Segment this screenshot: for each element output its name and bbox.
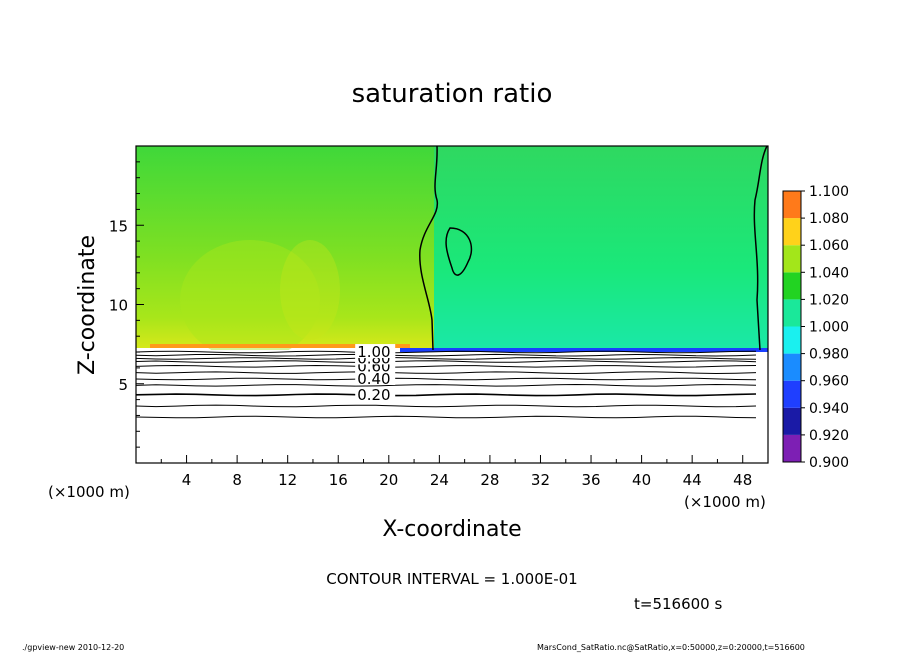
- colorbar-label: 1.040: [809, 265, 849, 281]
- colorbar-label: 1.080: [809, 211, 849, 227]
- contour-line: [135, 404, 757, 408]
- contour-line: [135, 415, 757, 419]
- x-unit-label-right: (×1000 m): [684, 493, 766, 511]
- colorbar-swatch: [783, 245, 801, 273]
- x-tick-label: 36: [581, 471, 600, 489]
- colorbar-label: 0.980: [809, 347, 849, 363]
- field-patch-left-2: [280, 240, 340, 340]
- x-tick-label: 40: [632, 471, 651, 489]
- colorbar-swatch: [783, 326, 801, 354]
- contour-label: 1.00: [357, 343, 390, 361]
- x-tick-label: 32: [531, 471, 550, 489]
- x-tick-label: 20: [379, 471, 398, 489]
- colorbar-swatch: [783, 299, 801, 327]
- contour-line: [135, 371, 757, 375]
- x-unit-label-left: (×1000 m): [48, 483, 130, 501]
- x-tick-label: 8: [232, 471, 242, 489]
- contour-line: [135, 350, 757, 354]
- surface-ridge-left: [150, 344, 410, 348]
- contour-line: [135, 383, 757, 387]
- y-axis-label: Z-coordinate: [75, 235, 100, 375]
- x-tick-label: 24: [430, 471, 449, 489]
- colorbar-swatch: [783, 434, 801, 462]
- time-text: t=516600 s: [634, 595, 722, 613]
- y-tick-label: 15: [109, 217, 128, 235]
- contour-labels: 0.200.400.600.801.00: [355, 343, 396, 404]
- footer-left: ./gpview-new 2010-12-20: [22, 643, 125, 652]
- x-axis: 4 8 12 16 20 24 28 32 36 40 44 48: [160, 455, 752, 489]
- surface-ridge-right: [400, 348, 768, 352]
- colorbar-swatch: [783, 191, 801, 219]
- colorbar-label: 0.960: [809, 374, 849, 390]
- colorbar-swatch: [783, 218, 801, 246]
- field-upper-left: [136, 146, 434, 348]
- contour-line-right-edge: [753, 145, 768, 351]
- contour-line-1.00-boundary: [419, 145, 439, 351]
- contour-label-bg: [355, 344, 396, 359]
- x-tick-label: 16: [329, 471, 348, 489]
- y-axis: 5 10 15: [109, 161, 144, 448]
- contour-interval-text: CONTOUR INTERVAL = 1.000E-01: [326, 570, 577, 588]
- contour-line: [135, 393, 757, 397]
- x-tick-label: 12: [278, 471, 297, 489]
- footer-right: MarsCond_SatRatio.nc@SatRatio,x=0:50000,…: [537, 643, 805, 652]
- contour-line: [135, 377, 757, 381]
- contour-label: 0.40: [357, 370, 390, 388]
- x-tick-label: 28: [480, 471, 499, 489]
- colorbar-swatch: [783, 380, 801, 408]
- contour-label-bg: [355, 370, 396, 385]
- colorbar-label: 1.000: [809, 320, 849, 336]
- x-tick-label: 44: [683, 471, 702, 489]
- contour-line: [135, 357, 757, 360]
- colorbar: 0.900 0.920 0.940 0.960 0.980 1.000 1.020 1.040…: [782, 184, 849, 471]
- x-tick-label: 4: [182, 471, 192, 489]
- x-axis-label: X-coordinate: [382, 517, 521, 542]
- colorbar-label: 1.020: [809, 292, 849, 308]
- y-tick-label: 10: [109, 297, 128, 315]
- contour-label: 0.20: [357, 386, 390, 404]
- chart-title: saturation ratio: [352, 79, 553, 109]
- colorbar-swatch: [783, 407, 801, 435]
- contour-line: [135, 353, 757, 357]
- colorbar-swatch: [783, 353, 801, 381]
- contour-lines: [135, 350, 757, 419]
- colorbar-label: 0.900: [809, 455, 849, 471]
- colorbar-label: 0.920: [809, 428, 849, 444]
- plot-area: 0.200.400.600.801.00: [135, 145, 769, 464]
- contour-line: [135, 360, 757, 363]
- y-tick-label: 5: [118, 376, 128, 394]
- x-tick-label: 48: [733, 471, 752, 489]
- contour-closed-loop: [445, 227, 473, 276]
- contour-line: [135, 364, 757, 368]
- field-upper-right: [434, 146, 768, 350]
- field-patch-left: [180, 240, 320, 360]
- colorbar-label: 1.100: [809, 184, 849, 200]
- colorbar-label: 0.940: [809, 401, 849, 417]
- contour-label-bg: [355, 386, 396, 401]
- colorbar-label: 1.060: [809, 238, 849, 254]
- colorbar-swatch: [783, 272, 801, 300]
